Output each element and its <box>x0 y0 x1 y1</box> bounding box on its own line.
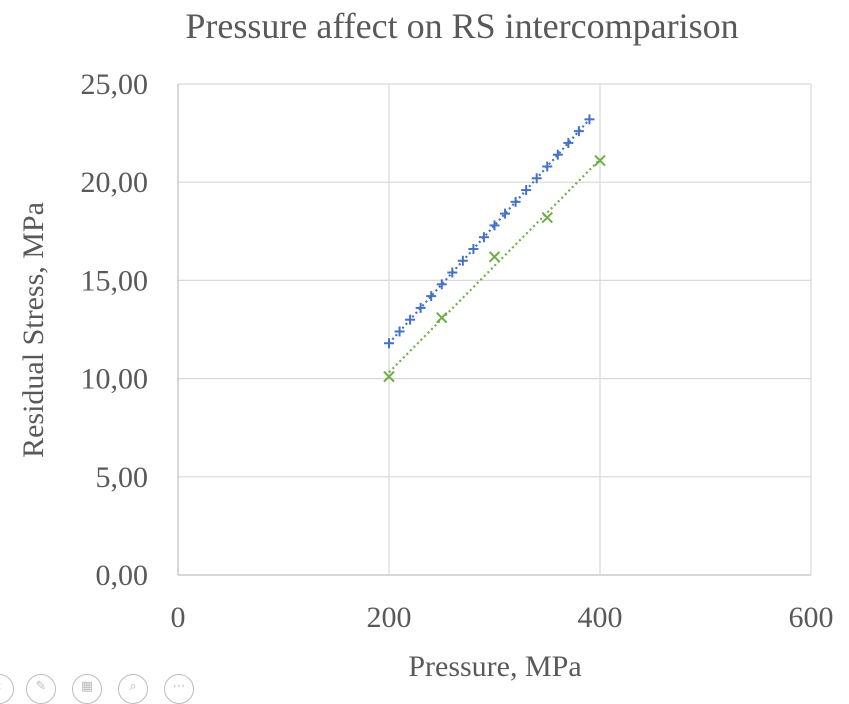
x-tick-label: 0 <box>171 601 186 634</box>
data-point-series-1 <box>447 267 458 278</box>
data-point-series-1 <box>478 232 489 243</box>
slides-icon[interactable]: ▦ <box>72 674 102 704</box>
pen-icon[interactable]: ✎ <box>26 674 56 704</box>
y-axis-label: Residual Stress, MPa <box>17 202 50 458</box>
data-point-series-1 <box>468 243 479 254</box>
gridlines <box>177 83 812 576</box>
data-point-series-1 <box>510 196 521 207</box>
data-point-series-2 <box>383 370 395 383</box>
data-point-series-2 <box>488 251 501 263</box>
more-icon[interactable]: ⋯ <box>164 674 194 704</box>
data-points <box>383 114 606 383</box>
x-tick-label: 400 <box>578 601 623 634</box>
chart-title: Pressure affect on RS intercomparison <box>185 6 738 46</box>
data-point-series-1 <box>436 279 447 290</box>
data-point-series-2 <box>541 211 553 224</box>
zoom-icon[interactable]: ⌕ <box>118 674 148 704</box>
data-point-series-1 <box>531 173 542 184</box>
data-point-series-1 <box>573 126 584 137</box>
y-tick-label: 25,00 <box>81 68 149 101</box>
data-point-series-1 <box>457 255 468 266</box>
data-point-series-1 <box>552 149 563 160</box>
y-tick-label: 10,00 <box>81 363 149 396</box>
data-point-series-2 <box>594 154 606 167</box>
data-point-series-1 <box>394 326 405 337</box>
data-point-series-1 <box>563 137 574 148</box>
x-axis-label: Pressure, MPa <box>408 650 581 683</box>
data-point-series-1 <box>489 220 500 231</box>
data-point-series-1 <box>415 302 426 313</box>
data-point-series-1 <box>405 314 416 325</box>
y-tick-label: 0,00 <box>96 559 149 592</box>
data-point-series-1 <box>584 114 595 125</box>
trendline-series-2 <box>388 158 601 374</box>
data-point-series-1 <box>384 338 394 349</box>
data-point-series-1 <box>542 161 553 172</box>
trendlines <box>388 118 601 374</box>
data-point-series-1 <box>521 185 532 196</box>
x-tick-label: 600 <box>789 601 834 634</box>
data-point-series-1 <box>426 291 437 302</box>
data-point-series-1 <box>500 208 511 219</box>
x-tick-label: 200 <box>367 601 412 634</box>
trendline-series-1 <box>388 118 591 344</box>
y-tick-label: 15,00 <box>81 264 149 297</box>
y-tick-label: 20,00 <box>81 166 149 199</box>
y-tick-label: 5,00 <box>96 461 149 494</box>
tick-labels: 0,00 5,00 10,00 15,00 20,00 25,00 0 200 400 600 <box>81 68 834 634</box>
data-point-series-2 <box>436 312 448 324</box>
